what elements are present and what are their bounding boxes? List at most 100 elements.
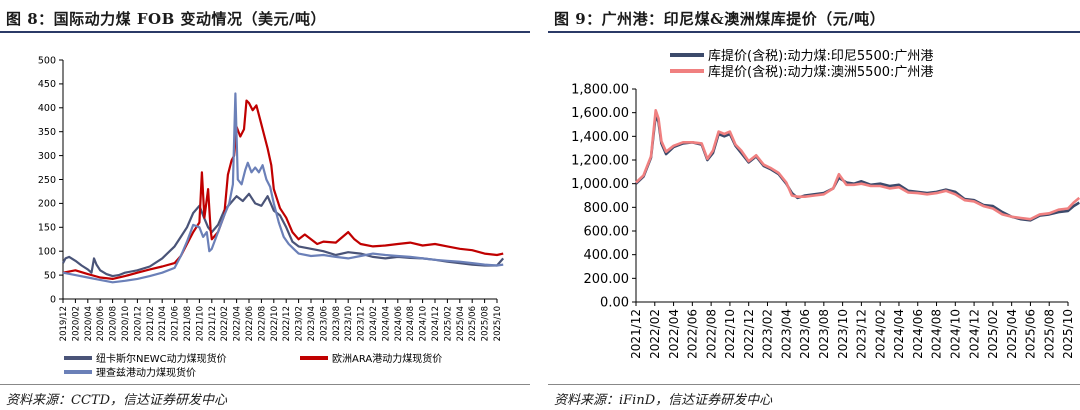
x-tick-label: 2025/10 — [1061, 309, 1075, 359]
legend-label: 库提价(含税):动力煤:澳洲5500:广州港 — [708, 64, 933, 80]
x-tick-label: 2023/02 — [761, 309, 775, 359]
x-tick-label: 2025/06 — [1024, 309, 1038, 359]
x-tick-label: 2022/10 — [723, 309, 737, 359]
chart-panel-fob: 图 8：国际动力煤 FOB 变动情况（美元/吨） 0 50 100 150 200 250… — [0, 0, 530, 410]
y-tick-label: 1,000.00 — [571, 177, 629, 192]
x-tick-label: 2024/10 — [949, 309, 963, 359]
y-tick-label: 250 — [38, 175, 56, 186]
x-tick-label: 2024/08 — [930, 309, 944, 359]
title-divider — [0, 31, 530, 33]
y-tick-label: 500 — [38, 55, 56, 66]
x-tick-label: 2024/02 — [873, 309, 887, 359]
series-line — [62, 99, 504, 280]
y-tick-label: 1,400.00 — [571, 130, 629, 145]
x-tick-label: 2020/10 — [121, 306, 131, 341]
source-divider — [0, 384, 530, 385]
series-line — [635, 109, 1080, 221]
x-tick-label: 2023/08 — [817, 309, 831, 359]
source-note: 资料来源：CCTD，信达证券研发中心 — [6, 393, 227, 408]
y-tick-label: 0.00 — [600, 296, 629, 311]
x-tick-label: 2025/08 — [1042, 309, 1056, 359]
y-tick-label: 300 — [38, 151, 56, 162]
x-tick-label: 2023/06 — [798, 309, 812, 359]
x-tick-label: 2022/12 — [742, 309, 756, 359]
x-tick-label: 2023/12 — [855, 309, 869, 359]
x-tick-label: 2024/02 — [369, 306, 379, 341]
series-line — [62, 92, 504, 284]
x-tick-label: 2022/02 — [220, 306, 230, 341]
series-line — [635, 113, 1080, 222]
x-tick-label: 2022/08 — [257, 306, 267, 341]
x-tick-label: 2022/08 — [704, 309, 718, 359]
y-tick-label: 400.00 — [584, 248, 630, 263]
x-tick-label: 2024/06 — [911, 309, 925, 359]
y-tick-label: 200.00 — [584, 272, 630, 287]
y-tick-label: 1,200.00 — [571, 154, 629, 169]
x-tick-label: 2023/06 — [319, 306, 329, 341]
y-tick-label: 0 — [50, 294, 56, 305]
x-tick-label: 2021/02 — [146, 306, 156, 341]
x-tick-label: 2022/10 — [270, 306, 280, 341]
chart-panel-guangzhou: 图 9：广州港：印尼煤&澳洲煤库提价（元/吨） 0.00 200.00 400.00… — [548, 0, 1080, 410]
y-tick-label: 150 — [38, 223, 56, 234]
y-tick-label: 50 — [44, 270, 56, 281]
y-tick-label: 800.00 — [584, 201, 630, 216]
x-tick-label: 2020/06 — [96, 306, 106, 341]
x-tick-label: 2019/12 — [59, 306, 69, 341]
chart-title: 图 8：国际动力煤 FOB 变动情况（美元/吨） — [6, 10, 326, 28]
source-note: 资料来源：iFinD，信达证券研发中心 — [554, 393, 773, 408]
x-tick-label: 2022/06 — [686, 309, 700, 359]
x-tick-label: 2023/10 — [344, 306, 354, 341]
x-tick-label: 2024/12 — [967, 309, 981, 359]
x-tick-label: 2022/04 — [233, 306, 243, 341]
x-tick-label: 2023/12 — [357, 306, 367, 341]
x-tick-label: 2024/06 — [394, 306, 404, 341]
x-tick-label: 2020/08 — [109, 306, 119, 341]
x-tick-label: 2022/04 — [667, 309, 681, 359]
x-tick-label: 2024/08 — [406, 306, 416, 341]
x-tick-label: 2025/04 — [456, 306, 466, 341]
x-tick-label: 2025/02 — [986, 309, 1000, 359]
x-tick-label: 2020/02 — [71, 306, 81, 341]
x-tick-label: 2022/02 — [648, 309, 662, 359]
x-tick-label: 2022/12 — [282, 306, 292, 341]
x-tick-label: 2025/08 — [481, 306, 491, 341]
x-tick-label: 2021/04 — [158, 306, 168, 341]
legend-label: 理查兹港动力煤现货价 — [96, 366, 196, 379]
x-tick-label: 2023/08 — [332, 306, 342, 341]
x-tick-label: 2020/04 — [84, 306, 94, 341]
y-tick-label: 400 — [38, 103, 56, 114]
source-divider — [548, 384, 1080, 385]
x-tick-label: 2024/04 — [892, 309, 906, 359]
x-tick-label: 2021/08 — [183, 306, 193, 341]
x-tick-label: 2023/10 — [836, 309, 850, 359]
y-tick-label: 600.00 — [584, 225, 630, 240]
y-tick-label: 1,800.00 — [571, 83, 629, 98]
y-tick-label: 350 — [38, 127, 56, 138]
x-tick-label: 2021/12 — [208, 306, 218, 341]
y-tick-label: 200 — [38, 199, 56, 210]
x-tick-label: 2025/02 — [443, 306, 453, 341]
x-tick-label: 2025/04 — [1005, 309, 1019, 359]
series-line — [62, 192, 505, 278]
x-tick-label: 2020/12 — [133, 306, 143, 341]
guangzhou-line-chart: 0.00 200.00 400.00 600.00 800.00 1,000.00 1,20… — [571, 48, 1080, 359]
x-tick-label: 2024/12 — [431, 306, 441, 341]
y-tick-label: 1,600.00 — [571, 106, 629, 121]
x-tick-label: 2021/10 — [195, 306, 205, 341]
x-tick-label: 2022/06 — [245, 306, 255, 341]
x-tick-label: 2021/06 — [171, 306, 181, 341]
x-tick-label: 2024/10 — [419, 306, 429, 341]
x-tick-label: 2023/04 — [307, 306, 317, 341]
chart-title: 图 9：广州港：印尼煤&澳洲煤库提价（元/吨） — [554, 10, 886, 28]
legend-label: 库提价(含税):动力煤:印尼5500:广州港 — [708, 48, 933, 64]
y-tick-label: 100 — [38, 247, 56, 258]
x-tick-label: 2021/12 — [629, 309, 643, 359]
legend-label: 纽卡斯尔NEWC动力煤现货价 — [96, 352, 227, 365]
y-tick-label: 450 — [38, 79, 56, 90]
x-tick-label: 2023/04 — [779, 309, 793, 359]
title-divider — [548, 31, 1080, 33]
legend-label: 欧洲ARA港动力煤现货价 — [332, 352, 442, 365]
x-tick-label: 2024/04 — [381, 306, 391, 341]
